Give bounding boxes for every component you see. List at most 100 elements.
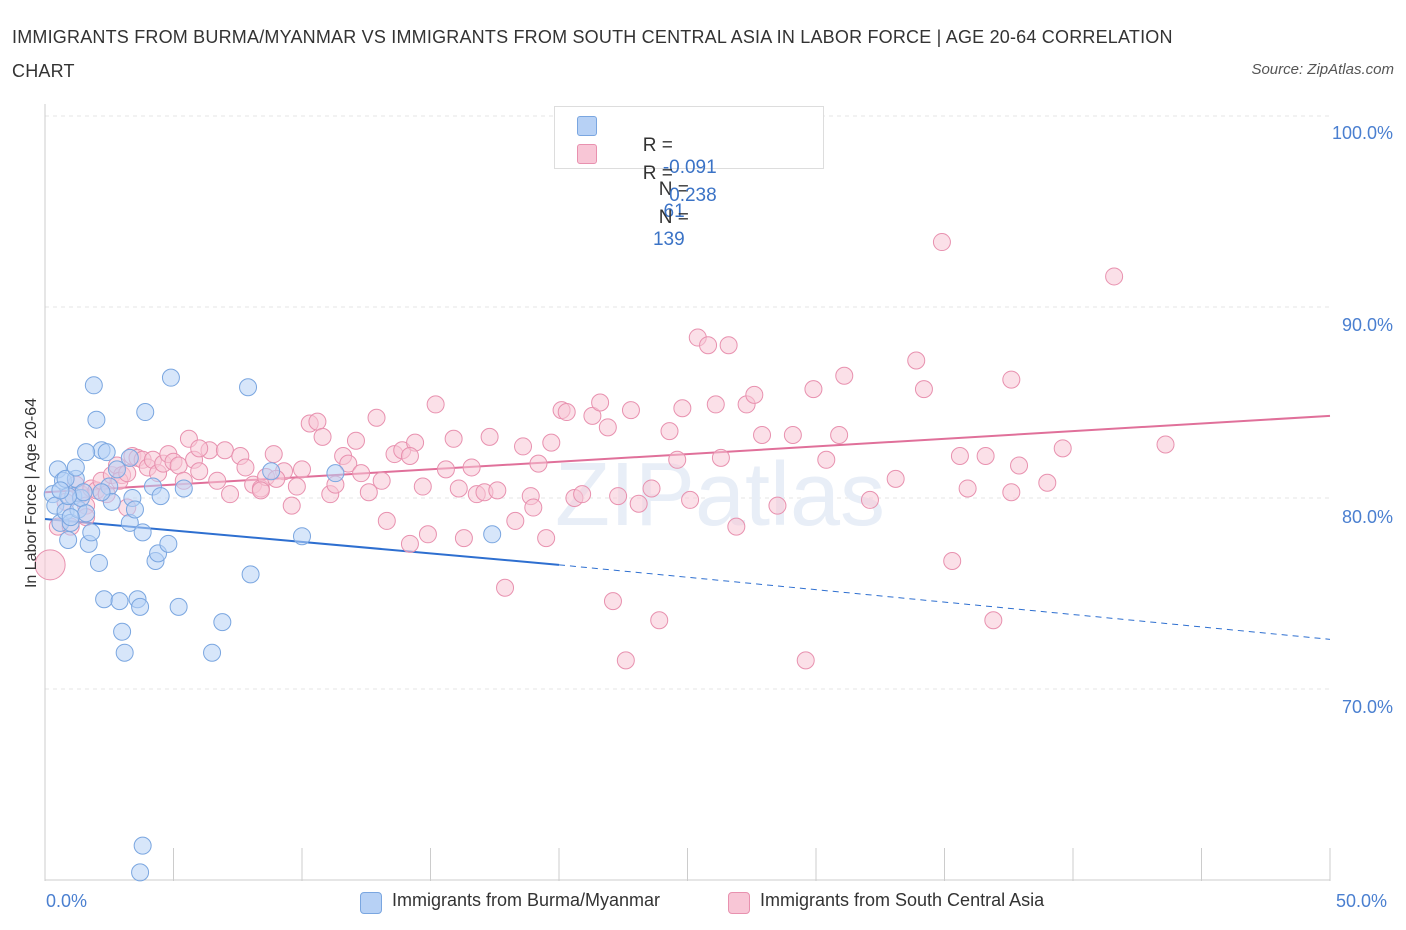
data-point-burma	[239, 378, 258, 397]
data-point-sca	[1053, 439, 1072, 458]
data-point-sca	[699, 336, 718, 355]
legend-r-value: 0.238	[669, 185, 717, 206]
data-point-sca	[796, 651, 815, 670]
y-tick-label: 80.0%	[1341, 507, 1393, 527]
data-point-sca	[768, 496, 787, 515]
y-tick-label: 70.0%	[1341, 697, 1393, 717]
data-point-sca	[449, 479, 468, 498]
legend-n-label: N =	[658, 207, 689, 228]
legend-swatch-burma	[577, 116, 597, 136]
data-point-sca	[711, 448, 730, 467]
data-point-sca	[537, 529, 556, 548]
legend-label-sca: Immigrants from South Central Asia	[760, 890, 1045, 910]
data-point-sca	[221, 485, 240, 504]
data-point-sca	[621, 401, 640, 420]
data-point-burma	[161, 368, 180, 387]
data-point-sca	[359, 483, 378, 502]
data-point-sca	[367, 408, 386, 427]
data-point-sca	[339, 454, 358, 473]
data-point-sca	[282, 496, 301, 515]
data-point-burma	[82, 523, 101, 542]
data-point-burma	[107, 460, 126, 479]
data-point-sca	[943, 552, 962, 571]
data-point-burma	[131, 863, 150, 882]
data-point-sca	[745, 385, 764, 404]
y-tick-label: 90.0%	[1341, 315, 1393, 335]
legend-n-value: 61	[663, 201, 685, 222]
data-point-sca	[719, 336, 738, 355]
data-point-sca	[488, 481, 507, 500]
data-point-sca	[169, 456, 188, 475]
data-point-sca	[557, 403, 576, 422]
data-point-sca	[673, 399, 692, 418]
data-point-sca	[251, 481, 270, 500]
data-point-burma	[51, 481, 70, 500]
legend-r-label: R =	[642, 163, 673, 184]
data-point-sca	[190, 439, 209, 458]
data-point-burma	[241, 565, 260, 584]
data-point-sca	[418, 525, 437, 544]
data-point-burma	[87, 410, 106, 429]
data-point-sca	[542, 433, 561, 452]
data-point-sca	[529, 454, 548, 473]
legend-n-label: N =	[658, 179, 689, 200]
data-point-sca	[573, 485, 592, 504]
data-point-sca	[400, 534, 419, 553]
data-point-burma	[59, 531, 78, 550]
data-point-burma	[120, 448, 139, 467]
data-point-sca	[984, 611, 1003, 630]
data-point-sca	[400, 446, 419, 465]
data-point-sca	[1105, 267, 1124, 286]
data-point-burma	[213, 613, 232, 632]
data-point-sca	[835, 366, 854, 385]
chart-title: IMMIGRANTS FROM BURMA/MYANMAR VS IMMIGRA…	[12, 27, 1173, 81]
data-point-sca	[426, 395, 445, 414]
data-point-sca	[660, 422, 679, 441]
data-point-sca	[436, 460, 455, 479]
data-point-sca	[524, 498, 543, 517]
stats-legend: R = -0.091 N = 61 R = 0.238 N = 139	[554, 106, 824, 250]
data-point-sca	[642, 479, 661, 498]
data-point-burma	[115, 643, 134, 662]
data-point-burma	[84, 376, 103, 395]
data-point-sca	[1038, 473, 1057, 492]
data-point-burma	[203, 643, 222, 662]
data-point-burma	[262, 462, 281, 481]
data-point-sca	[287, 477, 306, 496]
x-tick-label: 50.0%	[1336, 891, 1388, 911]
data-point-burma	[92, 483, 111, 502]
data-point-sca	[514, 437, 533, 456]
legend-swatch-sca	[728, 892, 750, 914]
data-point-burma	[174, 479, 193, 498]
y-tick-label: 100.0%	[1331, 123, 1393, 143]
data-point-sca	[462, 458, 481, 477]
data-point-burma	[151, 487, 170, 506]
data-point-sca	[860, 490, 879, 509]
data-point-sca	[34, 549, 66, 581]
series-south-central-asia	[34, 107, 1175, 670]
data-point-sca	[932, 233, 951, 252]
data-point-burma	[66, 458, 85, 477]
data-point-sca	[215, 441, 234, 460]
data-point-burma	[483, 525, 502, 544]
data-point-sca	[313, 427, 332, 446]
data-point-sca	[506, 511, 525, 530]
data-point-burma	[159, 534, 178, 553]
data-point-burma	[89, 553, 108, 572]
legend-r-label: R =	[642, 135, 673, 156]
data-point-sca	[496, 578, 515, 597]
data-point-sca	[681, 490, 700, 509]
data-point-sca	[886, 469, 905, 488]
data-point-burma	[133, 523, 152, 542]
data-point-sca	[907, 351, 926, 370]
legend-swatch-burma	[360, 892, 382, 914]
data-point-sca	[609, 487, 628, 506]
data-point-sca	[598, 418, 617, 437]
data-point-burma	[113, 622, 132, 641]
data-point-sca	[480, 427, 499, 446]
data-point-burma	[125, 500, 144, 519]
data-point-sca	[616, 651, 635, 670]
data-point-sca	[958, 479, 977, 498]
x-tick-label: 0.0%	[46, 891, 88, 911]
legend-n-value: 139	[652, 229, 685, 250]
